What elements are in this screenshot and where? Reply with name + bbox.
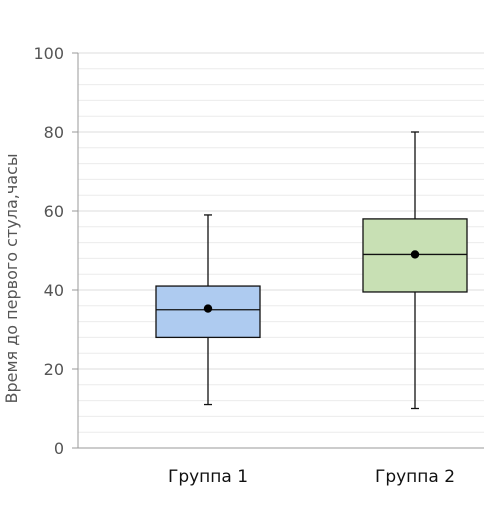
x-category-label: Группа 1 bbox=[168, 467, 248, 487]
x-axis-categories: Группа 1 Группа 2 bbox=[168, 467, 455, 487]
y-tick-label: 40 bbox=[44, 281, 64, 300]
mean-marker bbox=[203, 304, 213, 313]
box-iqr bbox=[155, 285, 261, 339]
y-tick-label: 100 bbox=[33, 44, 64, 63]
box-group bbox=[155, 214, 261, 406]
y-tick-label: 20 bbox=[44, 360, 64, 379]
y-tick-label: 80 bbox=[44, 123, 64, 142]
y-axis-ticks: 0 20 40 60 80 100 bbox=[33, 44, 78, 458]
y-tick-label: 60 bbox=[44, 202, 64, 221]
box-series bbox=[155, 131, 468, 410]
y-tick-label: 0 bbox=[54, 439, 64, 458]
mean-marker bbox=[410, 250, 420, 259]
x-category-label: Группа 2 bbox=[375, 467, 455, 487]
y-axis-label: Время до первого стула,часы bbox=[2, 153, 21, 403]
box-group bbox=[362, 131, 468, 410]
